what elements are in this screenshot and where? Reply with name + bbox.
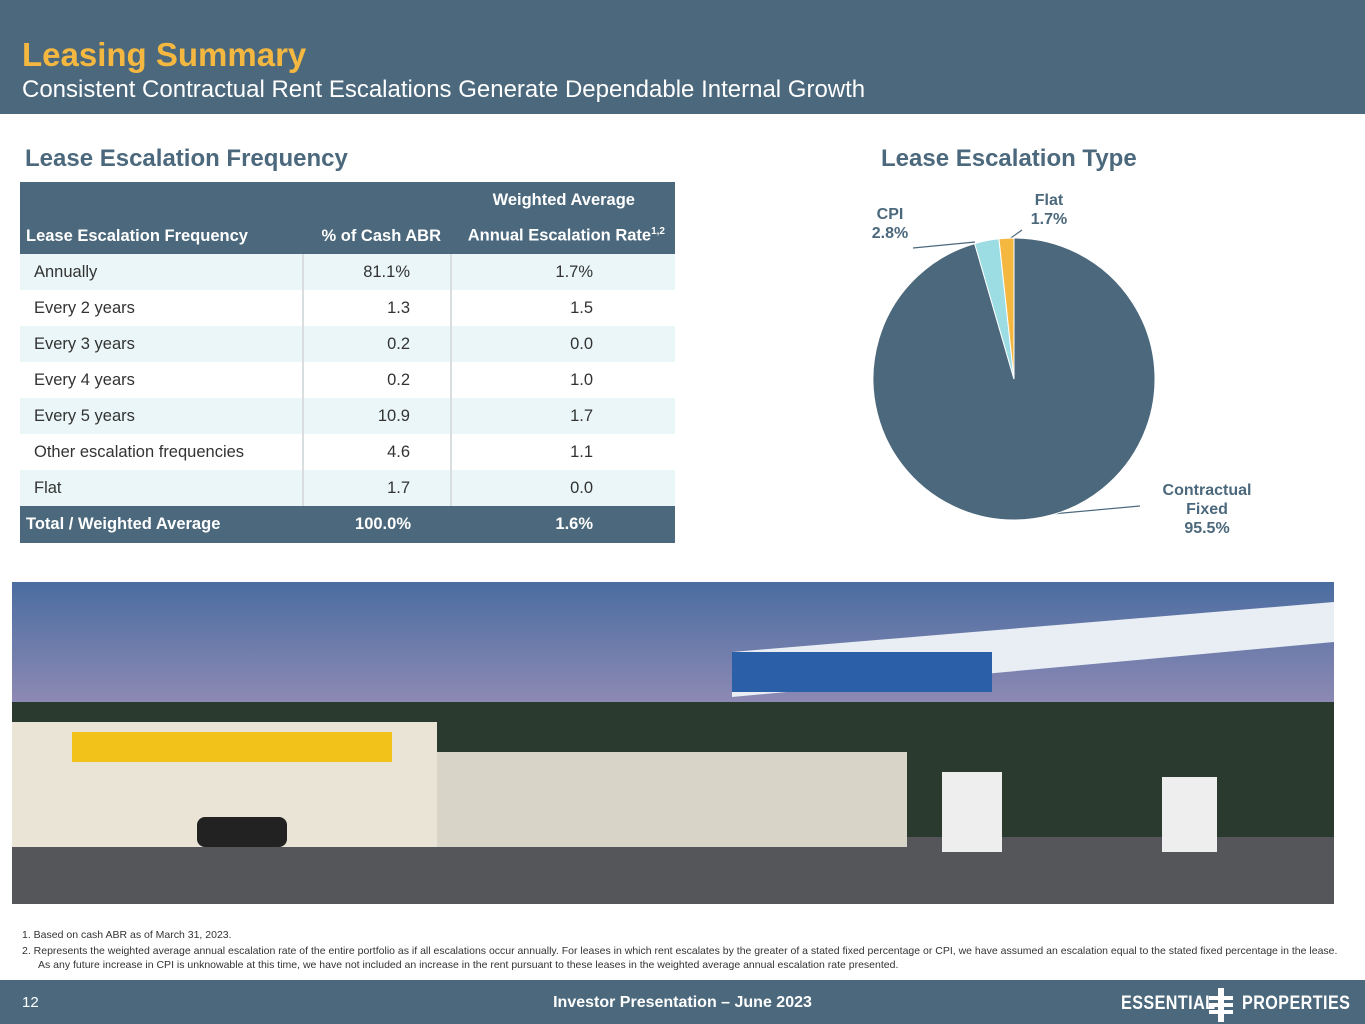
header-cell bbox=[20, 182, 303, 218]
table-cell: 0.2 bbox=[303, 362, 452, 398]
footnote: 1. Based on cash ABR as of March 31, 202… bbox=[22, 929, 232, 941]
table-row: Annually 81.1% 1.7% bbox=[20, 254, 675, 290]
pavement bbox=[12, 837, 1334, 904]
table-cell: Every 5 years bbox=[20, 398, 304, 434]
pump bbox=[942, 772, 1002, 852]
table-cell: 1.3 bbox=[303, 290, 452, 326]
header-band bbox=[0, 0, 1365, 114]
pie-label: Flat 1.7% bbox=[999, 191, 1099, 229]
header-cell: Lease Escalation Frequency bbox=[20, 218, 303, 254]
photo bbox=[12, 582, 1334, 904]
table-cell: 1.7% bbox=[451, 254, 675, 290]
pie-label-name: Contractual Fixed bbox=[1162, 482, 1252, 518]
header-cell: Weighted Average bbox=[451, 182, 675, 218]
total-row: Total / Weighted Average 100.0% 1.6% bbox=[20, 506, 675, 543]
table-cell: 81.1% bbox=[303, 254, 452, 290]
footer-text: Investor Presentation – June 2023 bbox=[553, 994, 812, 1011]
footnote: 2. Represents the weighted average annua… bbox=[22, 945, 1338, 971]
pie-label: CPI 2.8% bbox=[840, 205, 940, 243]
total-cell: 100.0% bbox=[303, 506, 451, 543]
table-cell: 1.7 bbox=[451, 398, 675, 434]
table-row: Other escalation frequencies 4.6 1.1 bbox=[20, 434, 675, 470]
pie-label: Contractual Fixed 95.5% bbox=[1152, 481, 1262, 538]
table-cell: 10.9 bbox=[303, 398, 452, 434]
table-row: Every 2 years 1.3 1.5 bbox=[20, 290, 675, 326]
table-cell: Every 2 years bbox=[20, 290, 304, 326]
header-text: Annual Escalation Rate bbox=[467, 226, 652, 245]
table-cell: 1.7 bbox=[303, 470, 452, 506]
slide-title: Leasing Summary bbox=[22, 36, 307, 73]
total-cell: 1.6% bbox=[451, 506, 675, 543]
table-cell: 0.0 bbox=[451, 470, 675, 506]
table-cell: 4.6 bbox=[303, 434, 452, 470]
table-row: Every 3 years 0.2 0.0 bbox=[20, 326, 675, 362]
logo-text: PROPERTIES bbox=[1242, 993, 1351, 1014]
table-cell: 1.0 bbox=[570, 370, 593, 389]
table-row: Every 4 years 0.2 1.0 bbox=[20, 362, 675, 398]
awning bbox=[72, 732, 392, 762]
store bbox=[437, 752, 907, 847]
pie-label-name: Flat bbox=[1034, 192, 1064, 209]
pie-label-value: 1.7% bbox=[1030, 211, 1068, 228]
escalation-table: Weighted Average Lease Escalation Freque… bbox=[20, 182, 675, 543]
pie-label-value: 95.5% bbox=[1184, 520, 1230, 537]
pie-label-name: CPI bbox=[876, 206, 904, 223]
header-cell bbox=[303, 182, 451, 218]
table-cell: 0.0 bbox=[451, 326, 675, 362]
chart-title: Lease Escalation Type bbox=[881, 145, 1137, 172]
table-cell: Every 3 years bbox=[20, 326, 304, 362]
table-cell: 0.2 bbox=[303, 326, 452, 362]
table-cell: 1.5 bbox=[570, 298, 593, 317]
table-cell: Every 4 years bbox=[20, 362, 304, 398]
leader-line bbox=[912, 241, 976, 249]
slide-subtitle: Consistent Contractual Rent Escalations … bbox=[22, 76, 866, 103]
header-cell: Annual Escalation Rate1,2 bbox=[451, 218, 675, 254]
logo-icon bbox=[1209, 988, 1233, 1022]
footer-band bbox=[0, 980, 1365, 1024]
pie-chart bbox=[872, 229, 1156, 521]
car bbox=[197, 817, 287, 847]
table-cell: 1.1 bbox=[570, 442, 593, 461]
table-cell: Other escalation frequencies bbox=[20, 434, 304, 470]
table-body: Annually 81.1% 1.7% Every 2 years 1.3 1.5 Ever… bbox=[20, 254, 675, 506]
table-cell: Annually bbox=[20, 254, 304, 290]
header-cell: % of Cash ABR bbox=[303, 218, 451, 254]
total-cell: Total / Weighted Average bbox=[20, 506, 303, 543]
footnote-ref: 1,2 bbox=[651, 226, 665, 238]
pump bbox=[1162, 777, 1217, 852]
page-number: 12 bbox=[22, 994, 39, 1011]
logo-text: ESSENTIAL bbox=[1121, 993, 1216, 1014]
canopy-front bbox=[732, 652, 992, 692]
table-row: Every 5 years 10.9 1.7 bbox=[20, 398, 675, 434]
pie-label-value: 2.8% bbox=[871, 225, 909, 242]
table-title: Lease Escalation Frequency bbox=[25, 145, 348, 172]
pie-slice bbox=[998, 237, 1015, 380]
table-cell: Flat bbox=[20, 470, 304, 506]
table-row: Flat 1.7 0.0 bbox=[20, 470, 675, 506]
